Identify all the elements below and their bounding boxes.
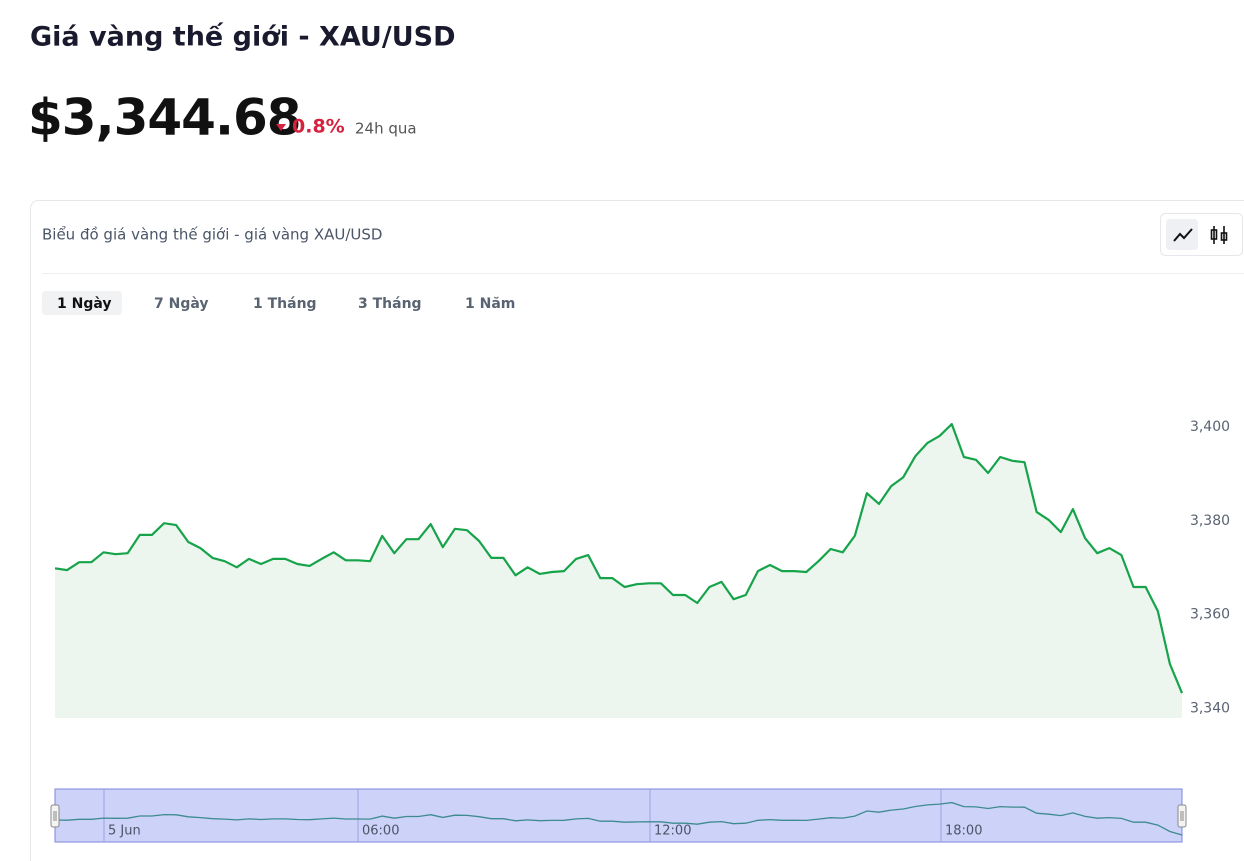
period: 24h qua <box>355 120 417 138</box>
candle-icon[interactable] <box>1210 226 1228 244</box>
navigator-label: 18:00 <box>945 824 982 839</box>
y-tick-label: 3,380 <box>1190 513 1230 529</box>
tab[interactable]: 3 Tháng <box>358 296 422 312</box>
card-title: Biểu đồ giá vàng thế giới - giá vàng XAU… <box>42 226 382 244</box>
line-type-button[interactable] <box>1166 219 1198 250</box>
navigator <box>54 788 1183 843</box>
price: $3,344.68 <box>28 89 301 147</box>
y-tick-label: 3,400 <box>1190 419 1230 435</box>
change: 0.8% <box>292 116 345 138</box>
tab-active-bg <box>42 291 122 315</box>
navigator-handle[interactable] <box>1177 804 1187 828</box>
y-tick-label: 3,340 <box>1190 701 1230 717</box>
price-line <box>54 423 1184 694</box>
tab[interactable]: 1 Ngày <box>57 296 112 312</box>
navigator-label: 12:00 <box>654 824 691 839</box>
line-icon <box>1173 228 1193 242</box>
y-tick-label: 3,360 <box>1190 607 1230 623</box>
down-arrow <box>276 124 286 131</box>
navigator-handle[interactable] <box>50 804 60 828</box>
navigator-label: 5 Jun <box>108 824 141 839</box>
page-title: Giá vàng thế giới - XAU/USD <box>30 22 456 53</box>
navigator-label: 06:00 <box>362 824 399 839</box>
tab[interactable]: 1 Năm <box>465 296 515 312</box>
navigator-line <box>54 801 1183 836</box>
tab[interactable]: 7 Ngày <box>154 296 209 312</box>
area <box>55 424 1182 718</box>
tab[interactable]: 1 Tháng <box>253 296 317 312</box>
